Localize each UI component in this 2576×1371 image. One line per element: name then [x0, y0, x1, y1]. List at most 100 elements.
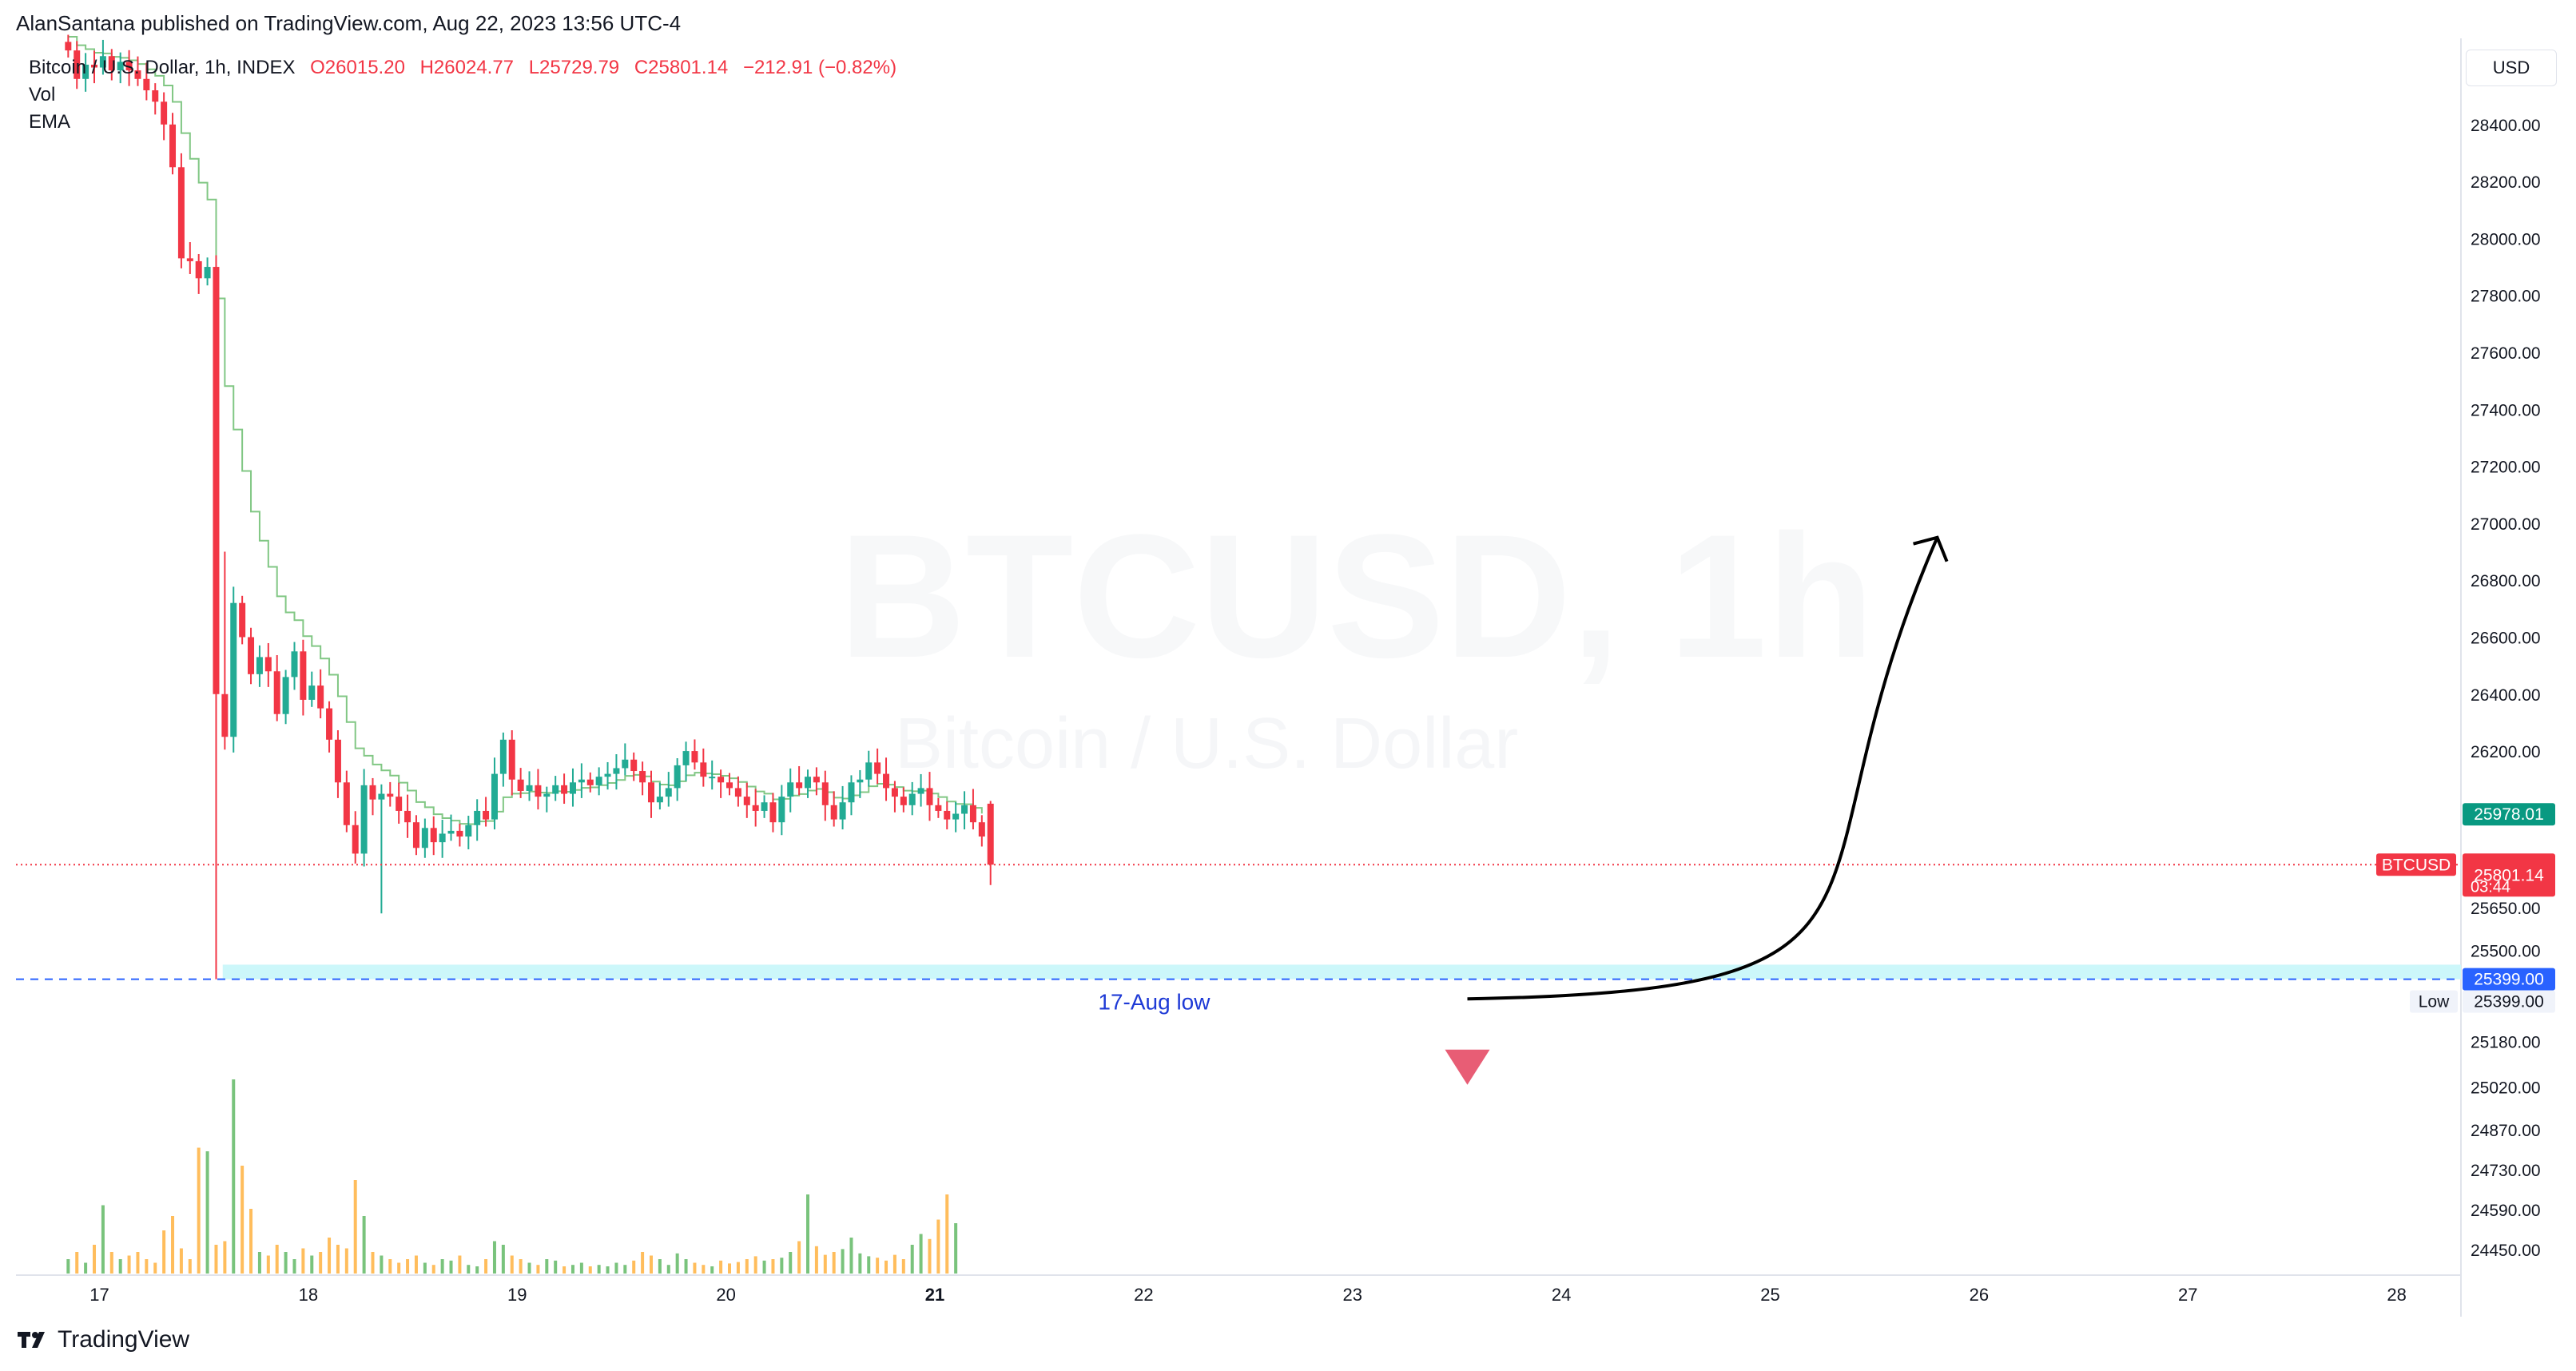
- volume-bar: [910, 1245, 914, 1274]
- volume-bar: [153, 1262, 157, 1274]
- candle-body: [726, 782, 733, 789]
- candle-body: [761, 802, 768, 811]
- volume-bar: [814, 1246, 818, 1274]
- volume-bar: [606, 1266, 610, 1274]
- candle-body: [300, 651, 307, 700]
- chart-legend[interactable]: Bitcoin / U.S. Dollar, 1h, INDEX O26015.…: [29, 54, 896, 136]
- volume-bar: [319, 1252, 323, 1274]
- volume-bar: [109, 1252, 113, 1274]
- volume-bar: [423, 1262, 427, 1274]
- volume-bar: [710, 1266, 714, 1274]
- legend-open: O26015.20: [310, 57, 405, 78]
- price-tick-label: 28000.00: [2471, 230, 2541, 248]
- candle-body: [586, 779, 594, 785]
- volume-bar: [388, 1259, 392, 1274]
- volume-bar: [614, 1262, 618, 1274]
- legend-vol[interactable]: Vol: [29, 84, 56, 105]
- price-tick-label: 26600.00: [2471, 629, 2541, 647]
- price-tick-label: 27200.00: [2471, 459, 2541, 477]
- candle-body: [718, 777, 725, 783]
- price-tick-label: 24590.00: [2471, 1202, 2541, 1220]
- candle-body: [195, 260, 202, 279]
- forecast-arrow: [1467, 536, 1939, 1001]
- price-tick-label: 24730.00: [2471, 1162, 2541, 1180]
- candle-body: [404, 810, 411, 823]
- candle-body: [805, 777, 812, 789]
- candle-body: [630, 759, 638, 772]
- candle-body: [421, 828, 428, 848]
- candlesticks: [65, 34, 994, 980]
- time-tick-label: 18: [299, 1285, 318, 1305]
- volume-bar: [136, 1252, 140, 1274]
- legend-ema[interactable]: EMA: [29, 111, 71, 133]
- aug17-low-label: 17-Aug low: [1098, 990, 1210, 1015]
- candle-body: [682, 751, 690, 765]
- tradingview-logo-icon: [18, 1332, 45, 1348]
- price-tick-label: 25020.00: [2471, 1079, 2541, 1098]
- legend-symbol[interactable]: Bitcoin / U.S. Dollar, 1h, INDEX: [29, 57, 296, 78]
- volume-bar: [197, 1147, 201, 1274]
- candle-body: [82, 64, 89, 79]
- volume-bar: [301, 1248, 305, 1274]
- time-tick-label: 24: [1552, 1285, 1571, 1305]
- volume-bar: [849, 1238, 853, 1274]
- currency-button[interactable]: USD: [2466, 50, 2557, 86]
- candle-body: [613, 768, 620, 774]
- candle-body: [944, 810, 951, 820]
- price-tick-label: 24870.00: [2471, 1122, 2541, 1140]
- candle-body: [317, 686, 324, 709]
- price-tick-label: 27400.00: [2471, 401, 2541, 419]
- volume-bar: [545, 1259, 549, 1274]
- volume-bar: [75, 1252, 79, 1274]
- candle-body: [334, 739, 341, 783]
- volume-bar: [492, 1241, 496, 1274]
- candle-body: [796, 782, 803, 789]
- candle-body: [665, 788, 672, 797]
- volume-bar: [780, 1258, 784, 1274]
- volume-bar: [632, 1260, 636, 1274]
- volume-bar: [570, 1265, 574, 1274]
- candle-body: [447, 830, 455, 834]
- candle-body: [622, 759, 629, 769]
- candle-body: [65, 42, 72, 51]
- candle-body: [987, 803, 994, 865]
- candle-body: [91, 64, 98, 68]
- time-tick-label: 22: [1134, 1285, 1153, 1305]
- low-price-tag-bg: [2463, 968, 2555, 991]
- time-tick-label: 28: [2387, 1285, 2406, 1305]
- price-tick-label: 28400.00: [2471, 117, 2541, 135]
- volume-bar: [554, 1260, 558, 1274]
- volume-bar: [563, 1266, 566, 1274]
- volume-bar: [353, 1180, 357, 1274]
- volume-bar: [188, 1259, 192, 1274]
- volume-bar: [380, 1255, 384, 1274]
- volume-bar: [406, 1259, 410, 1274]
- volume-bar: [284, 1252, 288, 1274]
- candle-body: [935, 805, 942, 811]
- candle-body: [517, 779, 524, 791]
- candle-body: [813, 777, 820, 783]
- volume-bar: [171, 1216, 175, 1274]
- volume-bar: [501, 1245, 505, 1274]
- volume-bar: [649, 1255, 653, 1274]
- volume-bar: [867, 1256, 871, 1274]
- legend-change: −212.91 (−0.82%): [742, 57, 897, 78]
- volume-bar: [823, 1254, 827, 1274]
- candle-body: [474, 810, 481, 825]
- volume-bar: [162, 1230, 166, 1274]
- candle-body: [387, 793, 394, 797]
- volume-bar: [841, 1249, 845, 1274]
- volume-bar: [623, 1265, 627, 1274]
- candle-body: [830, 805, 837, 820]
- candle-body: [499, 739, 507, 774]
- publisher-line: AlanSantana published on TradingView.com…: [16, 11, 682, 35]
- candle-body: [908, 793, 916, 805]
- candle-body: [221, 693, 229, 737]
- candle-body: [343, 782, 350, 825]
- volume-bar: [475, 1266, 479, 1274]
- footer-brand-text: TradingView: [58, 1326, 190, 1353]
- price-tick-label: 27800.00: [2471, 288, 2541, 306]
- volume-bar: [344, 1248, 348, 1274]
- candle-body: [282, 677, 289, 714]
